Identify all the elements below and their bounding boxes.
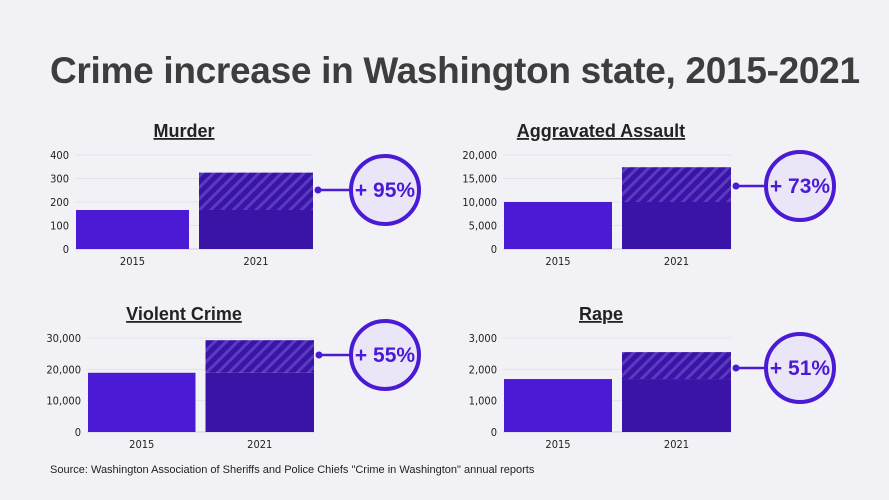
bar-2021-increase <box>199 172 313 210</box>
y-tick-label: 3,000 <box>469 332 497 345</box>
y-tick-label: 30,000 <box>46 332 81 345</box>
change-badge <box>764 150 836 222</box>
chart-title: Murder <box>153 121 214 141</box>
bar-2021-base <box>622 202 731 249</box>
change-badge <box>349 154 421 226</box>
y-tick-label: 0 <box>63 243 69 256</box>
x-tick-label: 2015 <box>545 255 570 268</box>
callout-dot <box>315 351 323 359</box>
chart-title: Aggravated Assault <box>517 121 685 141</box>
y-tick-label: 0 <box>491 426 497 439</box>
bar-2015 <box>504 202 612 249</box>
y-tick-label: 0 <box>491 243 497 256</box>
x-tick-label: 2015 <box>545 438 570 451</box>
change-label: + 51% <box>770 357 830 380</box>
y-tick-label: 10,000 <box>462 196 497 209</box>
x-tick-label: 2021 <box>664 255 689 268</box>
bar-2021-increase <box>622 167 731 202</box>
bar-2021-increase <box>622 352 731 380</box>
chart-title: Violent Crime <box>126 304 242 324</box>
x-tick-label: 2015 <box>129 438 154 451</box>
x-tick-label: 2021 <box>247 438 272 451</box>
change-badge <box>349 319 421 391</box>
chart-title: Rape <box>579 304 623 324</box>
bar-2021-base <box>622 379 731 432</box>
y-tick-label: 0 <box>75 426 81 439</box>
bar-2015 <box>504 379 612 432</box>
y-tick-label: 15,000 <box>462 173 497 186</box>
page-title: Crime increase in Washington state, 2015… <box>50 50 860 91</box>
y-tick-label: 10,000 <box>46 395 81 408</box>
callout-dot <box>314 186 322 194</box>
x-tick-label: 2021 <box>664 438 689 451</box>
y-tick-label: 300 <box>50 173 69 186</box>
y-tick-label: 20,000 <box>46 363 81 376</box>
bar-2015 <box>88 372 196 432</box>
source-note: Source: Washington Association of Sherif… <box>50 464 535 476</box>
x-tick-label: 2015 <box>120 255 145 268</box>
change-label: + 95% <box>355 179 415 202</box>
callout-dot <box>732 364 740 372</box>
change-badge <box>764 332 836 404</box>
callout-dot <box>732 182 740 190</box>
y-tick-label: 200 <box>50 196 69 209</box>
x-tick-label: 2021 <box>243 255 268 268</box>
y-tick-label: 5,000 <box>469 220 497 233</box>
bar-2021-base <box>205 372 314 432</box>
bar-2021-increase <box>205 340 314 373</box>
change-label: + 55% <box>355 344 415 367</box>
change-label: + 73% <box>770 175 830 198</box>
bar-2015 <box>76 209 189 249</box>
bar-2021-base <box>199 209 313 249</box>
y-tick-label: 2,000 <box>469 363 497 376</box>
y-tick-label: 400 <box>50 149 69 162</box>
y-tick-label: 20,000 <box>462 149 497 162</box>
y-tick-label: 100 <box>50 220 69 233</box>
y-tick-label: 1,000 <box>469 395 497 408</box>
